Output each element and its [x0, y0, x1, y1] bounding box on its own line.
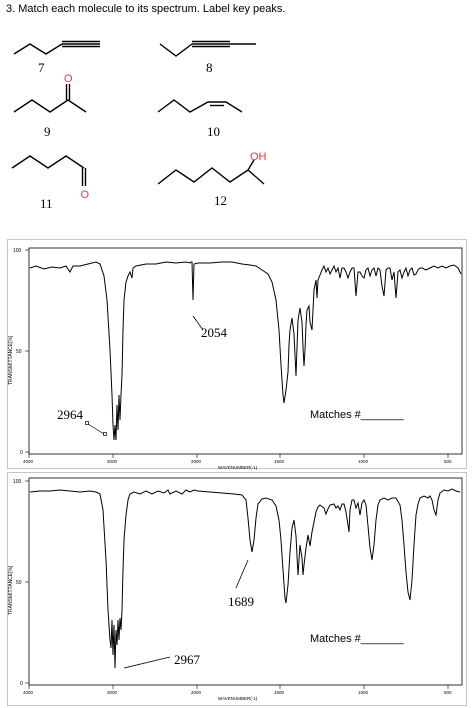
spectrum-1-matches-label: Matches #_______ [310, 409, 404, 421]
spectrum-panel-1 [7, 239, 467, 469]
spectrum-2-xtick-2000: 2000 [191, 690, 202, 695]
molecule-10 [157, 99, 243, 113]
spectrum-1-trace [29, 261, 462, 441]
molecule-number-9: 9 [44, 124, 51, 139]
spectrum-2-xtick-3000: 3000 [107, 690, 118, 695]
spectrum-1-ylabel: TRANSMITTANCE[%] [8, 335, 14, 385]
molecule-11 [11, 155, 85, 169]
question-text: 3. Match each molecule to its spectrum. … [6, 3, 286, 15]
spectrum-2-trace [29, 488, 461, 669]
spectrum-2-xtick-1500: 1500 [274, 690, 285, 695]
molecule-8 [159, 43, 193, 57]
spectrum-2-xlabel: WAVENUMBER(-1) [218, 696, 258, 701]
spectrum-1-xtick-4000: 4000 [23, 459, 34, 464]
atom-o-9: O [64, 73, 73, 85]
spectrum-1-annotation-2054: 2054 [201, 325, 228, 340]
spectrum-2-ytick-100: 100 [13, 479, 22, 485]
spectrum-2-xtick-4000: 4000 [23, 690, 34, 695]
spectrum-1: 100 50 0 TRANSMITTANCE[%] 4000 3000 2000… [8, 247, 463, 470]
spectrum-2-ylabel: TRANSMITTANCE[%] [8, 565, 14, 615]
molecule-7 [13, 43, 63, 55]
spectrum-2-ytick-0: 0 [20, 681, 23, 687]
molecule-9 [13, 99, 87, 113]
spectrum-2-annotation-2967: 2967 [174, 652, 201, 667]
spectrum-1-xtick-2000: 2000 [191, 459, 202, 464]
molecule-number-12: 12 [214, 193, 227, 208]
spectrum-1-ytick-0: 0 [20, 450, 23, 456]
molecule-number-11: 11 [40, 196, 53, 211]
spectrum-2-ytick-50: 50 [16, 580, 22, 586]
spectrum-1-ytick-50: 50 [16, 349, 22, 355]
molecule-number-8: 8 [206, 60, 213, 75]
atom-o-11: O [81, 189, 90, 201]
spectrum-1-xtick-3000: 3000 [107, 459, 118, 464]
molecule-number-7: 7 [38, 60, 45, 75]
spectrum-1-annotation-2964: 2964 [57, 407, 84, 422]
molecule-number-10: 10 [207, 124, 220, 139]
spectrum-2-frame [28, 477, 463, 686]
spectrum-1-xtick-500: 500 [444, 459, 452, 464]
spectrum-2-xtick-500: 500 [444, 690, 452, 695]
spectrum-1-xtick-1000: 1000 [358, 459, 369, 464]
spectrum-panel-2 [7, 472, 467, 706]
spectrum-1-xtick-1500: 1500 [274, 459, 285, 464]
atom-oh-12: OH [250, 151, 267, 163]
spectrum-1-ytick-100: 100 [13, 248, 22, 254]
spectrum-2-annotation-1689: 1689 [228, 594, 254, 609]
molecule-structures: O O OH 7 8 9 10 11 12 [0, 20, 474, 232]
spectrum-2: 100 50 0 TRANSMITTANCE[%] 4000 3000 2000… [8, 477, 463, 701]
molecule-drawings: O O OH [11, 40, 267, 201]
spectrum-2-xtick-1000: 1000 [358, 690, 369, 695]
spectrum-1-xlabel: WAVENUMBER(-1) [218, 465, 258, 470]
spectrum-2-matches-label: Matches #_______ [310, 633, 404, 645]
